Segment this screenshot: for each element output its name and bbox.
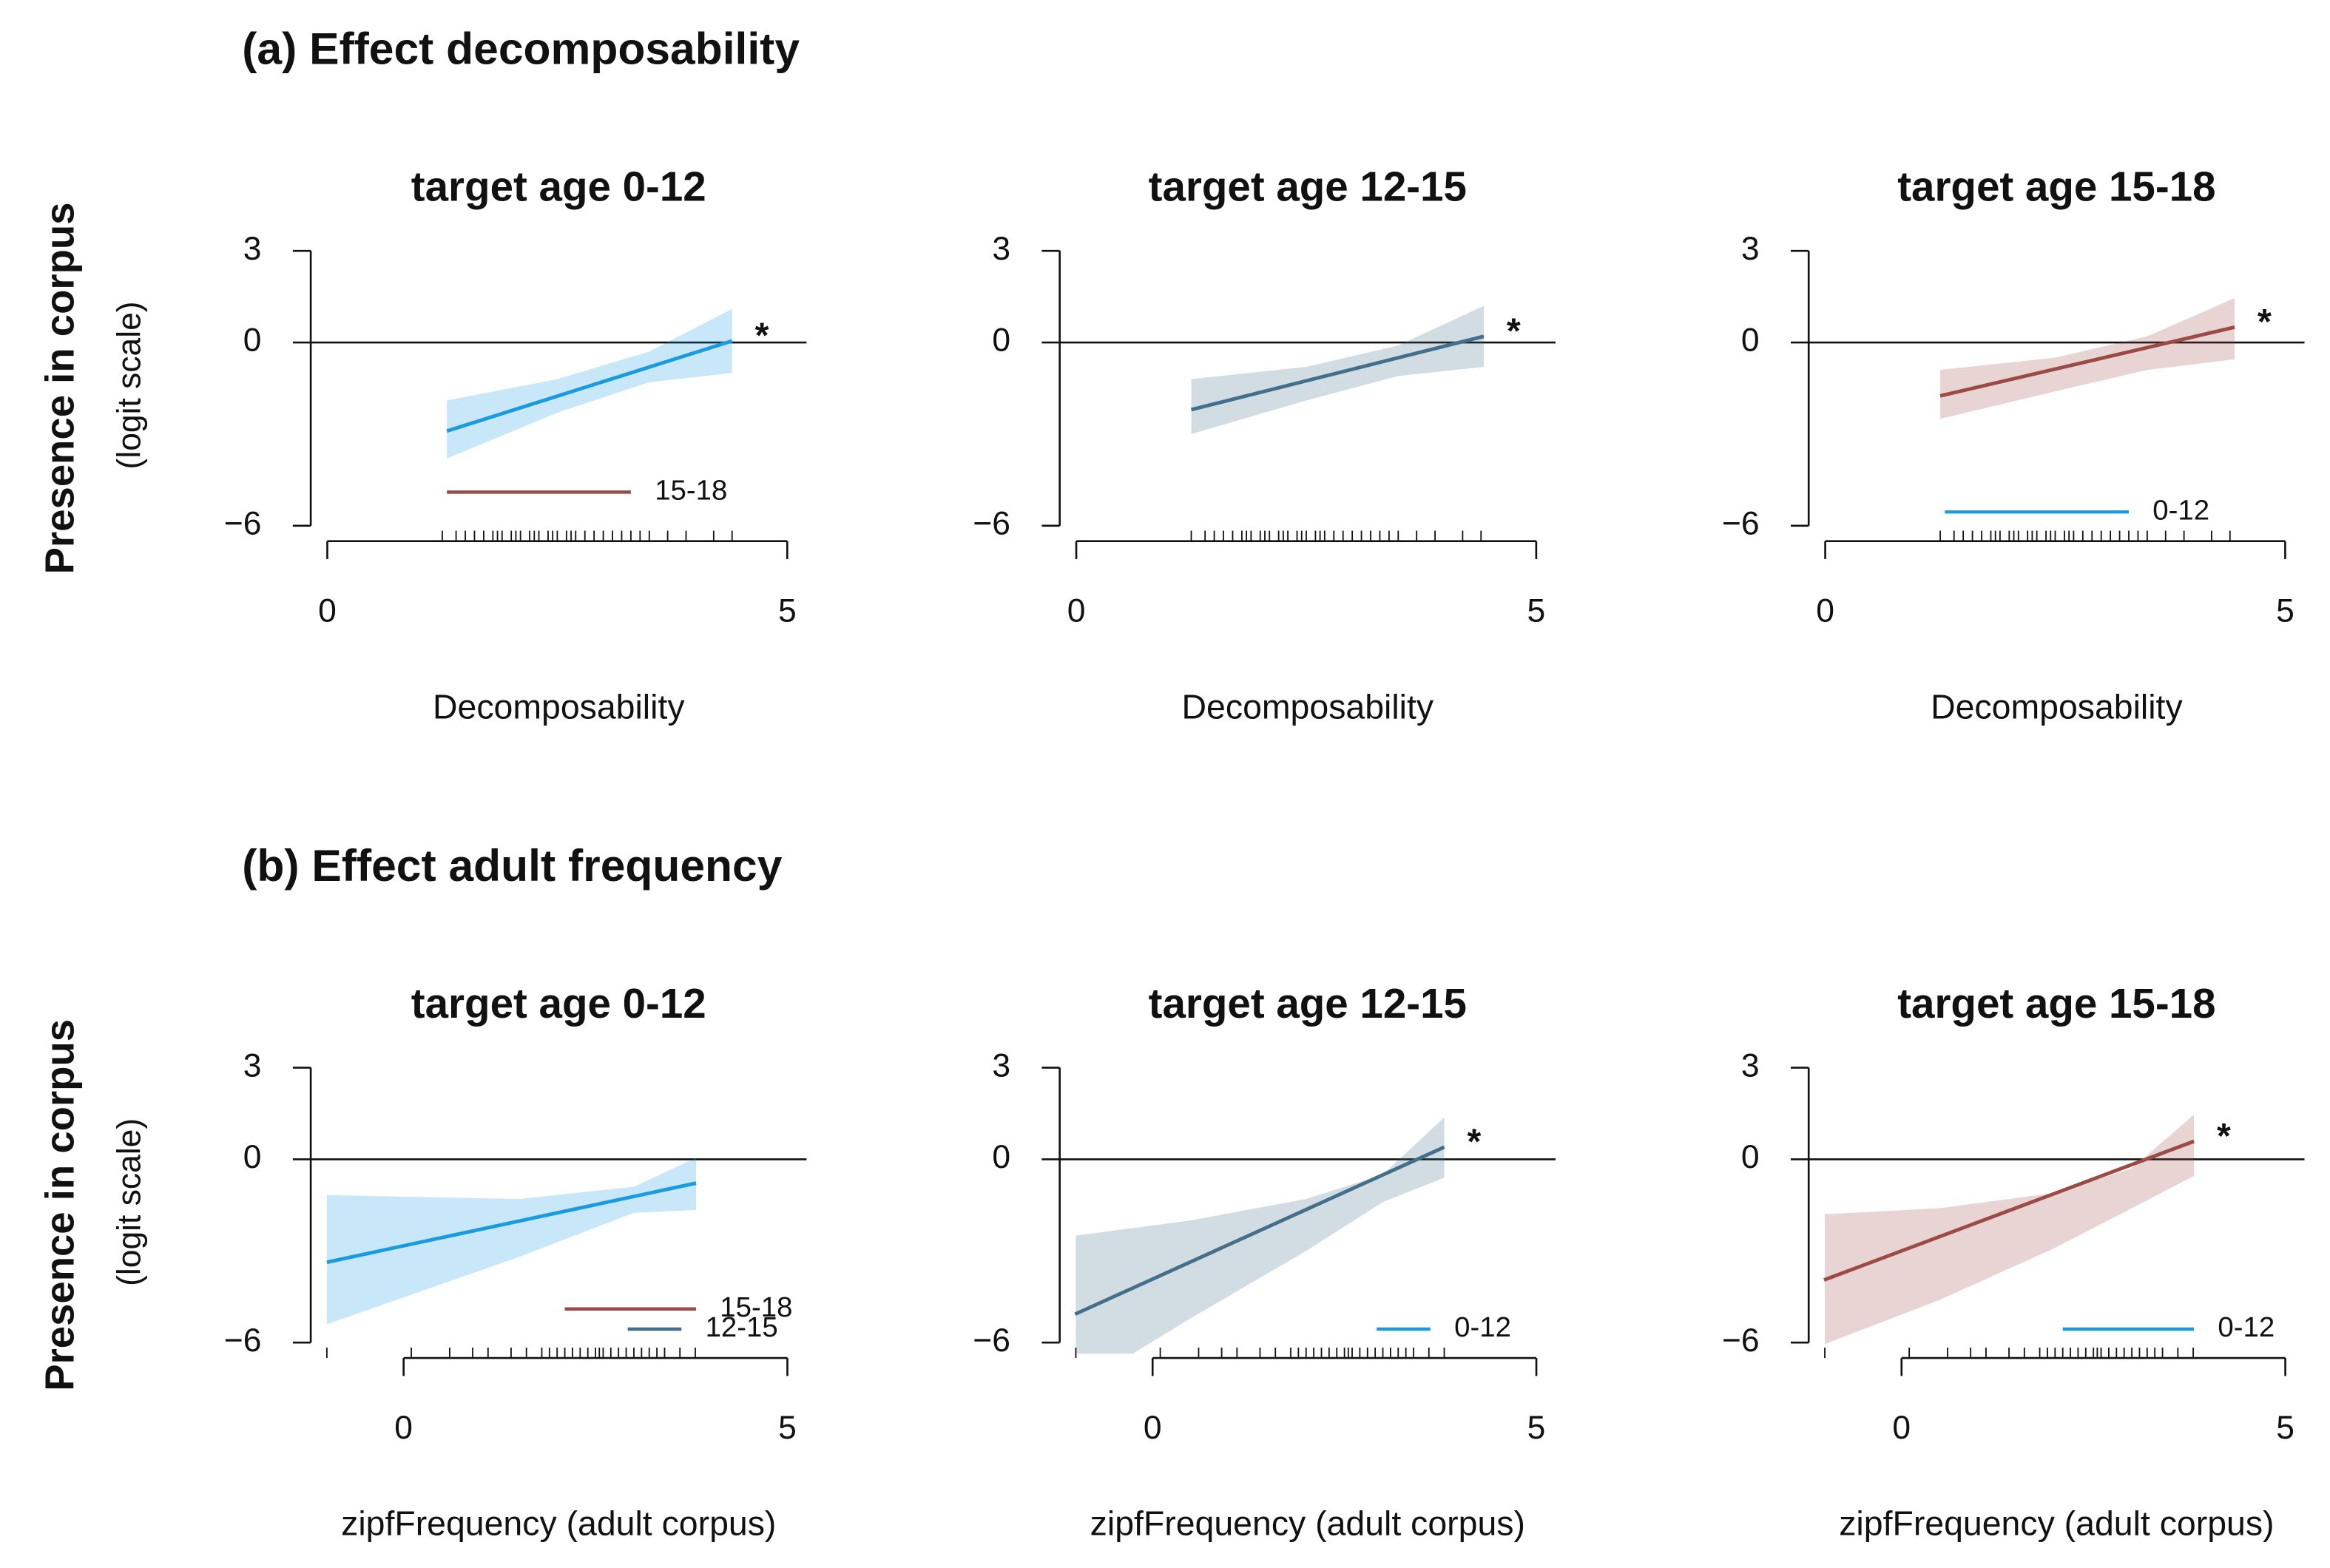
- fit-line: [1190, 334, 1485, 412]
- y-tick-label: 0: [992, 322, 1010, 359]
- comparison-label: 0-12: [2218, 1311, 2275, 1343]
- significance-marker: *: [1507, 311, 1521, 351]
- y-tick-label: −6: [1722, 506, 1760, 542]
- fit-line: [446, 339, 733, 433]
- comparison-label: 12-15: [706, 1311, 778, 1343]
- y-tick-label: −6: [973, 1322, 1010, 1359]
- x-tick-label: 5: [1527, 1410, 1546, 1446]
- confidence-band: [1191, 305, 1484, 434]
- x-tick-label: 5: [1527, 592, 1546, 629]
- y-tick-label: −6: [973, 506, 1010, 542]
- x-tick-label: 5: [778, 592, 797, 629]
- panel: −6 0 3 0 5 *: [973, 231, 1556, 629]
- y-tick-label: 3: [992, 231, 1010, 267]
- section-title: (a) Effect decomposability: [242, 24, 800, 74]
- y-tick-label: −6: [1722, 1322, 1760, 1359]
- panel-title: target age 0-12: [411, 163, 706, 209]
- y-tick-label: 3: [1741, 1047, 1760, 1084]
- panel-title: target age 12-15: [1149, 163, 1467, 209]
- y-tick-label: 3: [1741, 231, 1760, 267]
- y-tick-label: 0: [243, 1139, 262, 1175]
- y-tick-label: −6: [224, 1322, 262, 1359]
- fit-line: [1074, 1145, 1445, 1317]
- y-tick-label: 3: [992, 1047, 1010, 1084]
- x-axis-label: zipfFrequency (adult corpus): [341, 1504, 776, 1543]
- fit-line: [1823, 1139, 2195, 1282]
- x-axis-label: zipfFrequency (adult corpus): [1839, 1504, 2274, 1543]
- panel-title: target age 15-18: [1897, 163, 2215, 209]
- x-tick-label: 0: [394, 1410, 413, 1446]
- panel: −6 0 3 0 5 * 0-12: [1722, 1047, 2305, 1446]
- confidence-band: [326, 1158, 697, 1325]
- y-tick-label: 3: [243, 1047, 262, 1084]
- x-tick-label: 0: [1067, 592, 1086, 629]
- x-axis-label: zipfFrequency (adult corpus): [1090, 1504, 1525, 1543]
- x-axis-label: Decomposability: [1931, 687, 2183, 726]
- x-tick-label: 0: [318, 592, 337, 629]
- comparison-label: 15-18: [655, 474, 727, 506]
- confidence-band: [1940, 298, 2235, 419]
- y-axis-label: Presence in corpus: [37, 1019, 82, 1391]
- y-axis-label-note: (logit scale): [112, 301, 148, 469]
- x-axis-label: Decomposability: [433, 687, 685, 726]
- x-tick-label: 0: [1816, 592, 1834, 629]
- fit-line: [1939, 325, 2235, 398]
- fit-line: [326, 1181, 697, 1264]
- panel: −6 0 3 0 5 * 15-18: [224, 231, 807, 629]
- comparison-label: 0-12: [2152, 494, 2209, 526]
- y-tick-label: 3: [243, 231, 262, 267]
- confidence-band: [447, 308, 732, 459]
- y-axis-label-note: (logit scale): [112, 1118, 148, 1286]
- x-tick-label: 5: [778, 1410, 797, 1446]
- comparison-label: 15-18: [720, 1291, 792, 1323]
- panel-title: target age 0-12: [411, 980, 706, 1027]
- x-tick-label: 0: [1144, 1410, 1162, 1446]
- x-axis-label: Decomposability: [1182, 687, 1434, 726]
- section-title: (b) Effect adult frequency: [242, 840, 782, 891]
- significance-marker: *: [755, 316, 769, 356]
- y-tick-label: 0: [1741, 1139, 1760, 1175]
- panel: −6 0 3 0 5 * 0-12: [973, 1047, 1556, 1446]
- panel-title: target age 15-18: [1897, 980, 2215, 1027]
- y-tick-label: 0: [243, 322, 262, 359]
- panel-title: target age 12-15: [1149, 980, 1467, 1027]
- confidence-band: [1075, 1117, 1445, 1354]
- confidence-band: [1825, 1115, 2195, 1345]
- y-tick-label: 0: [992, 1139, 1010, 1175]
- significance-marker: *: [2258, 302, 2272, 342]
- y-tick-label: 0: [1741, 322, 1760, 359]
- x-tick-label: 5: [2276, 1410, 2294, 1446]
- significance-marker: *: [1467, 1122, 1481, 1162]
- significance-marker: *: [2217, 1116, 2231, 1156]
- x-tick-label: 5: [2276, 592, 2294, 629]
- y-axis-label: Presence in corpus: [37, 203, 82, 575]
- comparison-label: 0-12: [1454, 1311, 1511, 1343]
- panel: −6 0 3 0 5 * 0-12: [1722, 231, 2305, 629]
- x-tick-label: 0: [1892, 1410, 1911, 1446]
- y-tick-label: −6: [224, 506, 262, 542]
